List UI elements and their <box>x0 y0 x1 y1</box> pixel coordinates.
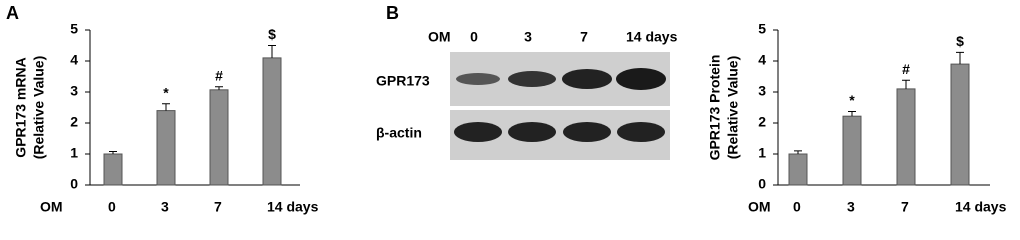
band <box>508 122 556 142</box>
error-bar <box>109 151 117 154</box>
y-tick-label: 1 <box>70 145 78 161</box>
error-bar <box>848 111 856 117</box>
bar <box>209 89 229 186</box>
figure: A B OM 0 3 7 14 days GPR173 β-actin 0 1 2 3… <box>6 3 1007 215</box>
x-axis-label: OM <box>748 199 771 215</box>
band <box>456 73 500 85</box>
y-tick-label: 0 <box>70 176 78 192</box>
x-tick-label: 0 <box>108 199 116 215</box>
panel-label: A <box>6 3 19 23</box>
blot-header: 7 <box>580 29 588 45</box>
y-tick-label: 2 <box>758 114 766 130</box>
bar <box>103 153 123 186</box>
blot-header: 0 <box>470 29 478 45</box>
significance-mark: $ <box>268 26 276 42</box>
band <box>508 71 556 87</box>
error-bar <box>268 45 276 58</box>
blot-row-label: β-actin <box>376 125 422 141</box>
significance-mark: * <box>163 84 169 100</box>
y-tick-label: 4 <box>758 52 766 68</box>
blot-header: OM <box>428 29 451 45</box>
panel-label: B <box>386 3 399 23</box>
error-bar <box>215 86 223 90</box>
bar <box>788 153 808 186</box>
bar <box>842 115 862 186</box>
y-tick-label: 1 <box>758 145 766 161</box>
bar <box>156 110 176 186</box>
y-tick-label: 4 <box>70 52 78 68</box>
error-bar <box>794 150 802 154</box>
band <box>616 68 666 90</box>
x-tick-label: 0 <box>793 199 801 215</box>
y-axis-label: (Relative Value) <box>725 56 741 160</box>
x-axis-label: OM <box>40 199 63 215</box>
bar <box>262 57 282 186</box>
significance-mark: $ <box>956 33 964 49</box>
band <box>617 122 665 142</box>
y-tick-label: 2 <box>70 114 78 130</box>
y-tick-label: 3 <box>758 83 766 99</box>
y-tick-label: 5 <box>758 21 766 37</box>
y-axis-label: GPR173 mRNA <box>13 57 29 157</box>
significance-mark: # <box>902 61 910 77</box>
x-tick-label: 7 <box>901 199 909 215</box>
western-blot: OM 0 3 7 14 days GPR173 β-actin <box>376 29 678 160</box>
x-tick-label: 14 days <box>267 199 319 215</box>
y-tick-label: 5 <box>70 21 78 37</box>
band <box>563 122 611 142</box>
y-tick-label: 3 <box>70 83 78 99</box>
significance-mark: * <box>849 92 855 108</box>
blot-row-label: GPR173 <box>376 73 430 89</box>
x-tick-label: 3 <box>847 199 855 215</box>
y-tick-label: 0 <box>758 176 766 192</box>
error-bar <box>902 79 910 89</box>
x-tick-label: 3 <box>161 199 169 215</box>
y-axis-label: GPR173 Protein <box>707 55 723 161</box>
band <box>454 122 502 142</box>
significance-mark: # <box>215 67 223 83</box>
bar <box>950 63 970 186</box>
band <box>562 69 612 89</box>
bar <box>896 88 916 186</box>
x-tick-label: 7 <box>214 199 222 215</box>
error-bar <box>956 51 964 65</box>
y-axis-label: (Relative Value) <box>31 56 47 160</box>
blot-header: 3 <box>524 29 532 45</box>
x-tick-label: 14 days <box>955 199 1007 215</box>
blot-header: 14 days <box>626 29 678 45</box>
error-bar <box>162 103 170 111</box>
